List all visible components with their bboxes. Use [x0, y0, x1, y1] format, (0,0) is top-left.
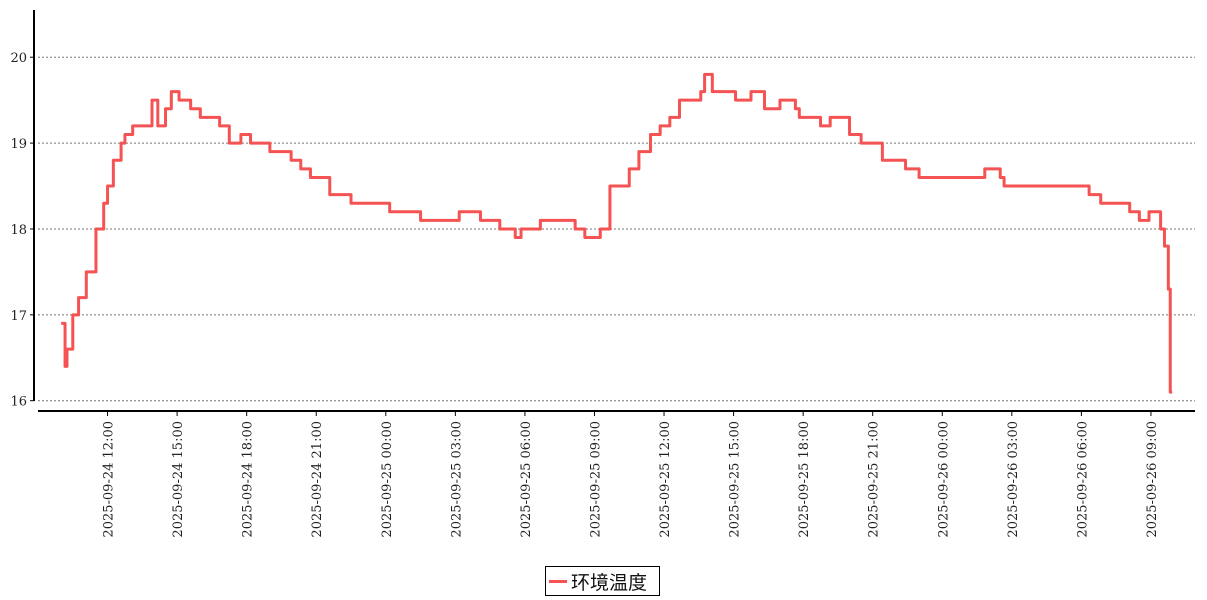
y-tick-label: 16 [10, 395, 27, 410]
x-tick-label: 2025-09-24 21:00 [310, 421, 325, 538]
series-group [61, 72, 1173, 394]
x-tick-label: 2025-09-26 06:00 [1075, 421, 1090, 538]
y-tick-label: 18 [10, 223, 27, 238]
y-tick-label: 19 [10, 137, 27, 152]
legend-swatch [549, 579, 567, 583]
x-tick-label: 2025-09-25 21:00 [867, 421, 882, 538]
legend-label: 环境温度 [571, 571, 648, 594]
x-tick-label: 2025-09-24 12:00 [102, 421, 117, 538]
x-tick-label: 2025-09-25 12:00 [658, 421, 673, 538]
y-tick-label: 17 [10, 309, 27, 324]
x-tick-label: 2025-09-24 18:00 [241, 421, 256, 538]
x-tick-label: 2025-09-26 09:00 [1145, 421, 1160, 538]
y-axis-ticks: 16 17 18 19 20 [10, 51, 34, 410]
x-tick-label: 2025-09-25 15:00 [728, 421, 743, 538]
x-tick-label: 2025-09-25 18:00 [797, 421, 812, 538]
x-tick-label: 2025-09-25 03:00 [449, 421, 464, 538]
x-tick-label: 2025-09-26 03:00 [1006, 421, 1021, 538]
x-tick-label: 2025-09-24 15:00 [171, 421, 186, 538]
x-tick-label: 2025-09-25 09:00 [588, 421, 603, 538]
x-tick-label: 2025-09-26 00:00 [936, 421, 951, 538]
x-tick-label: 2025-09-25 06:00 [519, 421, 534, 538]
legend[interactable]: 环境温度 [545, 566, 660, 596]
grid-lines [38, 56, 1195, 402]
x-axis-ticks: 2025-09-24 12:00 2025-09-24 15:00 2025-09-… [102, 411, 1160, 538]
y-tick-label: 20 [10, 51, 27, 66]
series-line [61, 72, 1173, 394]
x-tick-label: 2025-09-25 00:00 [380, 421, 395, 538]
